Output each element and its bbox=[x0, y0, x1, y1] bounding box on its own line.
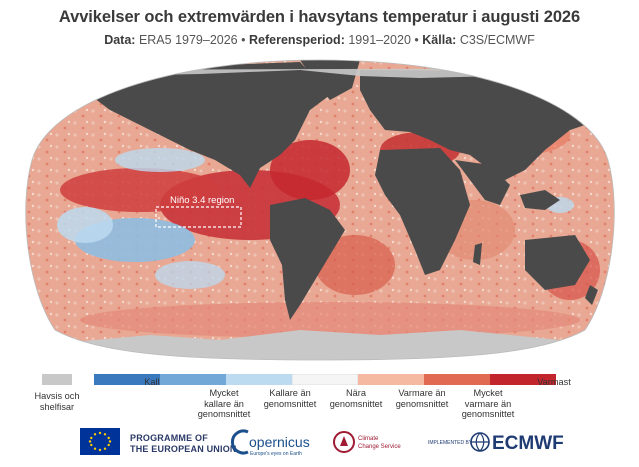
south-pacific-cool-patch bbox=[155, 261, 225, 289]
ecmwf-name: ECMWF bbox=[492, 433, 564, 454]
nino-region-label: Niño 3.4 region bbox=[170, 195, 234, 206]
pacific-cool-patch bbox=[57, 207, 113, 243]
legend-swatch bbox=[424, 374, 490, 385]
legend-swatch bbox=[490, 374, 556, 385]
legend-label-line: Nära bbox=[346, 388, 366, 398]
legend-label-line: Mycket bbox=[209, 388, 239, 398]
legend-label-line: Havsis och bbox=[34, 391, 80, 401]
legend-swatch bbox=[94, 374, 160, 385]
eu-flag-icon bbox=[80, 428, 120, 455]
legend-label-line: genomsnittet bbox=[263, 398, 317, 409]
legend-swatch bbox=[358, 374, 424, 385]
legend-swatch bbox=[292, 374, 358, 385]
footer-logos: PROGRAMME OF THE EUROPEAN UNION opernicu… bbox=[0, 420, 639, 462]
copernicus-tagline: Europe's eyes on Earth bbox=[250, 451, 302, 457]
c3s-circle-icon bbox=[333, 431, 355, 453]
legend-label: Kallare än genomsnittet bbox=[252, 388, 328, 409]
antarctic-ice bbox=[25, 330, 615, 360]
legend-label-line: genomsnittet bbox=[329, 398, 383, 409]
legend-label: Havsis och shelfisar bbox=[19, 391, 95, 412]
data-value: ERA5 1979–2026 bbox=[138, 33, 238, 47]
legend-label-line: varmare än bbox=[464, 398, 512, 409]
southern-ocean bbox=[80, 302, 580, 338]
legend-label-line: Kallare än bbox=[269, 388, 311, 398]
legend-label-line: Kallast bbox=[144, 377, 172, 387]
legend-swatch bbox=[226, 374, 292, 385]
ecmwf-logo: IMPLEMENTED BY ECMWF bbox=[428, 432, 564, 454]
eu-line-1: PROGRAMME OF bbox=[130, 433, 208, 443]
ref-value: 1991–2020 bbox=[348, 33, 411, 47]
legend-label-line: kallare än bbox=[204, 398, 244, 409]
legend-label: Mycket varmare än genomsnittet bbox=[450, 388, 526, 420]
legend-label-line: genomsnittet bbox=[197, 409, 251, 419]
map-subtitle: Data: ERA5 1979–2026 • Referensperiod: 1… bbox=[0, 33, 639, 47]
source-label: Källa: bbox=[422, 33, 457, 47]
legend-label: Varmast bbox=[516, 377, 592, 388]
north-pacific-warm bbox=[60, 168, 220, 212]
legend-label: Kallast bbox=[120, 377, 196, 388]
c3s-logo: Climate Change Service bbox=[333, 431, 401, 453]
map-title: Avvikelser och extremvärden i havsytans … bbox=[58, 8, 581, 26]
separator: • bbox=[241, 33, 246, 47]
legend-label-line: Varmare än bbox=[398, 388, 446, 398]
legend-label: Mycket kallare än genomsnittet bbox=[186, 388, 262, 420]
legend-label-line: Mycket bbox=[473, 388, 503, 398]
legend-label-line: genomsnittet bbox=[395, 398, 449, 409]
legend: Havsis och shelfisar Kallast Mycket kallare … bbox=[35, 374, 610, 424]
legend-label: Nära genomsnittet bbox=[318, 388, 394, 409]
source-value: C3S/ECMWF bbox=[459, 33, 535, 47]
south-atlantic bbox=[315, 235, 395, 295]
c3s-line-2: Change Service bbox=[358, 444, 401, 450]
eu-line-2: THE EUROPEAN UNION bbox=[130, 444, 237, 454]
c3s-line-1: Climate bbox=[358, 436, 379, 442]
copernicus-logo: opernicus Europe's eyes on Earth bbox=[230, 429, 310, 457]
legend-label-line: genomsnittet bbox=[461, 409, 515, 419]
legend-label-line: Varmast bbox=[537, 377, 571, 387]
implemented-by-label: IMPLEMENTED BY bbox=[428, 440, 473, 446]
data-label: Data: bbox=[104, 33, 136, 47]
north-pacific-cool bbox=[115, 148, 205, 172]
separator: • bbox=[414, 33, 419, 47]
ref-label: Referensperiod: bbox=[249, 33, 345, 47]
legend-swatch bbox=[160, 374, 226, 385]
nino-region-box bbox=[155, 206, 242, 228]
globe-outline bbox=[25, 59, 615, 361]
legend-label: Varmare än genomsnittet bbox=[384, 388, 460, 409]
copernicus-c-icon bbox=[230, 429, 249, 455]
copernicus-name: opernicus bbox=[249, 434, 310, 450]
gulf-warm bbox=[270, 140, 350, 200]
legend-swatch bbox=[42, 374, 72, 385]
ecmwf-globe-icon bbox=[470, 432, 490, 452]
c3s-thermo-icon bbox=[340, 436, 348, 446]
legend-label-line: shelfisar bbox=[39, 401, 75, 412]
eu-programme-text: PROGRAMME OF THE EUROPEAN UNION bbox=[130, 433, 237, 455]
